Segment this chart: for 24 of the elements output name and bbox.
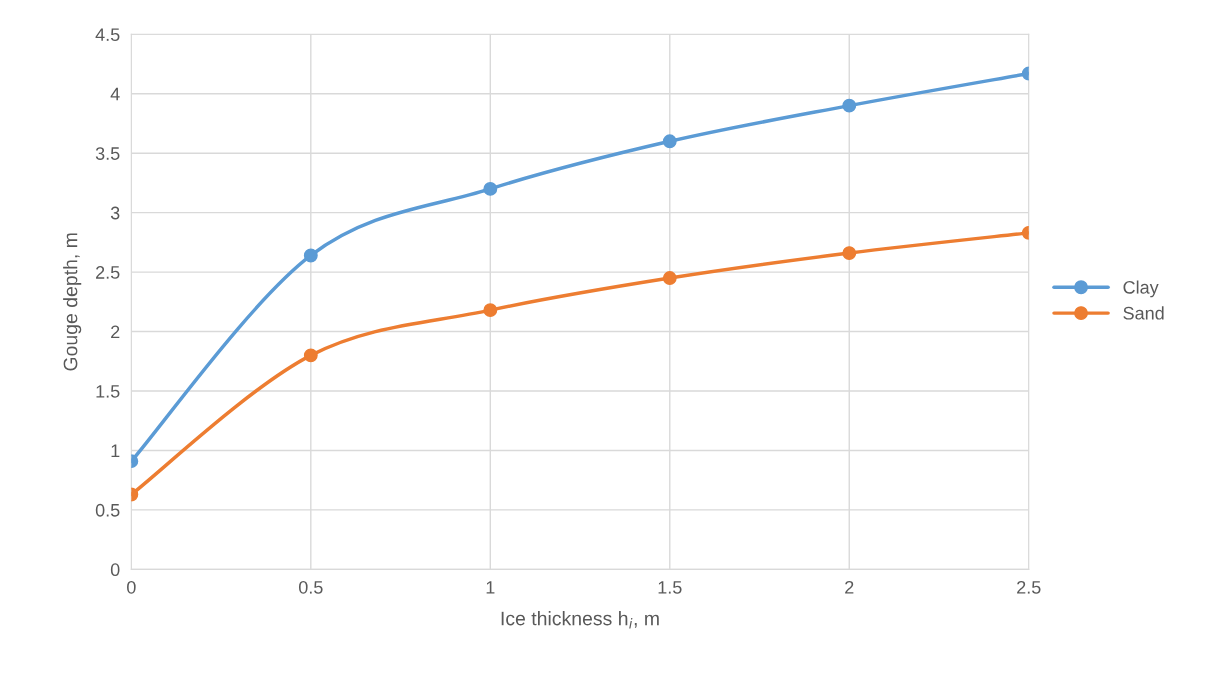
y-tick-label: 3.5: [95, 147, 120, 160]
point: [483, 181, 498, 196]
y-tick-label: 4.5: [95, 28, 120, 42]
point: [662, 271, 677, 286]
x-tick-label: 0.5: [298, 580, 323, 594]
y-tick-label: 4: [110, 87, 120, 101]
x-tick-label: 2.5: [1017, 580, 1041, 594]
y-tick-label: 2.5: [96, 266, 120, 279]
y-tick-label: 0.5: [95, 503, 120, 517]
y-tick-label: 0: [110, 563, 120, 577]
x-axis-title: Ice thickness h$_{i}$, m: [501, 611, 659, 629]
y-axis-title: Gouge depth, m: [63, 233, 82, 371]
y-tick-label: 1.5: [96, 385, 120, 398]
x-tick-label: 2: [845, 580, 854, 594]
y-tick-label: 2: [111, 325, 120, 339]
y-tick-label: 3: [110, 206, 120, 220]
legend-label: Clay: [1123, 280, 1159, 298]
x-tick-label: 0: [127, 580, 136, 594]
y-tick-label: 1: [111, 444, 120, 458]
legend-label: Sand: [1123, 306, 1164, 320]
x-tick-label: 1: [486, 581, 495, 594]
x-tick-label: 1.5: [658, 581, 682, 594]
point: [662, 134, 677, 149]
point: [483, 303, 498, 318]
